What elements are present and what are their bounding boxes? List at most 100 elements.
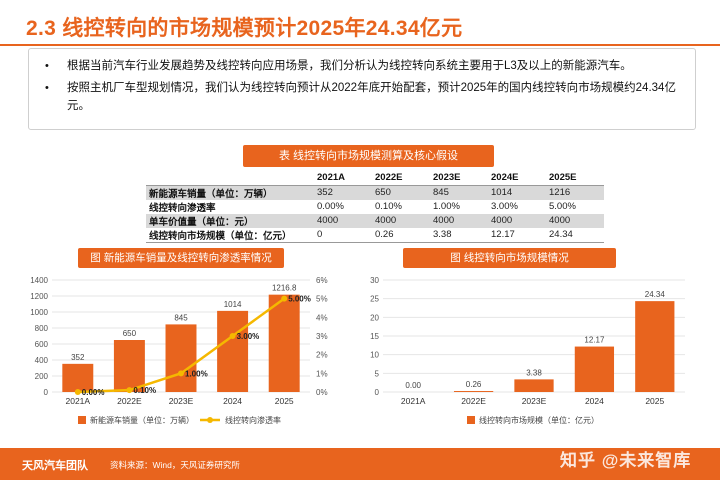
table-row-label: 单车价值量（单位：元） (146, 213, 314, 228)
y-right-tick-label: 3% (316, 332, 328, 341)
x-tick-label: 2024 (585, 396, 604, 406)
table-cell: 12.17 (488, 227, 546, 243)
bullet-item: • 根据当前汽车行业发展趋势及线控转向应用场景，我们分析认为线控转向系统主要用于… (43, 57, 681, 75)
chart-left: 0 200 400 600 800 1000 1200 1400 0% 1% 2% 3% 4% 5% 6% 3… (30, 276, 328, 425)
bar (514, 379, 554, 392)
table-cell: 4000 (488, 213, 546, 228)
line-value-label: 0.00% (82, 388, 105, 397)
x-tick-label: 2022E (461, 396, 486, 406)
bar-value-label: 1216.8 (272, 284, 297, 293)
x-tick-label: 2025 (645, 396, 664, 406)
page-title: 2.3 线控转向的市场规模预计2025年24.34亿元 (26, 17, 463, 40)
line-point (229, 333, 236, 339)
bullet-item: • 按照主机厂车型规划情况，我们认为线控转向预计从2022年底开始配套，预计20… (43, 79, 681, 115)
legend-bar-swatch (78, 416, 86, 424)
table-cell: 845 (430, 185, 488, 200)
footer-bar (0, 448, 720, 480)
bar (268, 294, 300, 392)
table-row-label: 新能源车销量（单位：万辆） (146, 185, 314, 200)
y-tick-label: 15 (370, 332, 379, 341)
y-tick-label: 10 (370, 351, 379, 360)
table-cell: 4000 (430, 213, 488, 228)
bar (165, 324, 197, 392)
y-tick-label: 0 (375, 388, 380, 397)
bar-value-label: 845 (174, 313, 188, 322)
bullet-dot-icon: • (45, 60, 49, 72)
table-col-header: 2023E (430, 171, 488, 186)
bullet-dot-icon: • (45, 82, 49, 94)
table-cell: 0.00% (317, 201, 344, 212)
line-point (126, 387, 133, 394)
table-row-label: 线控转向渗透率 (149, 202, 216, 214)
x-tick-label: 2022E (117, 396, 142, 406)
table-title: 表 线控转向市场规模测算及核心假设 (243, 145, 494, 167)
table-col-header: 2025E (546, 171, 604, 186)
y-right-tick-label: 2% (316, 351, 328, 360)
x-tick-label: 2023E (169, 396, 194, 406)
table-row: 线控转向渗透率 0.00% 0.10% 1.00% 3.00% 5.00% (146, 200, 604, 214)
bar (113, 340, 145, 392)
line-value-label: 5.00% (288, 295, 311, 304)
legend-bar-label: 线控转向市场规模（单位：亿元） (479, 415, 599, 425)
bar-value-label: 650 (123, 329, 137, 338)
x-tick-label: 2025 (275, 396, 294, 406)
y-left-tick-label: 1400 (30, 276, 48, 285)
table-cell: 24.34 (546, 227, 604, 243)
legend-bar-swatch (467, 416, 475, 424)
legend-line-point (207, 417, 213, 423)
table-cell: 1.00% (433, 201, 460, 212)
bullet-text: 根据当前汽车行业发展趋势及线控转向应用场景，我们分析认为线控转向系统主要用于L3… (67, 60, 632, 72)
table-cell: 0.26 (372, 227, 430, 243)
bar (574, 346, 615, 392)
bar (453, 391, 494, 392)
table-col-header: 2024E (488, 171, 546, 186)
chart-left-title: 图 新能源车销量及线控转向渗透率情况 (78, 248, 284, 268)
table-cell: 4000 (372, 213, 430, 228)
y-left-tick-label: 600 (35, 340, 49, 349)
chart-right-title: 图 线控转向市场规模情况 (403, 248, 616, 268)
table-cell: 0.10% (375, 201, 402, 212)
y-left-tick-label: 800 (35, 324, 49, 333)
y-tick-label: 5 (375, 369, 380, 378)
legend-line-label: 线控转向渗透率 (225, 415, 281, 425)
table-cell: 3.38 (430, 227, 488, 243)
table-cell: 1014 (488, 185, 546, 200)
line-point (281, 295, 288, 302)
table-cell: 0 (314, 227, 372, 243)
table-cell: 5.00% (549, 201, 576, 212)
title-divider (0, 44, 720, 46)
y-right-tick-label: 6% (316, 276, 328, 285)
bullet-text: 按照主机厂车型规划情况，我们认为线控转向预计从2022年底开始配套，预计2025… (67, 82, 676, 112)
line-point (74, 389, 81, 395)
table-row: 新能源车销量（单位：万辆） 352 650 845 1014 1216 (146, 185, 604, 200)
line-value-label: 1.00% (185, 369, 208, 378)
bar-value-label: 12.17 (584, 336, 605, 345)
bar-value-label: 1014 (224, 300, 242, 309)
bar-value-label: 0.26 (466, 380, 482, 389)
watermark: 知乎 @未来智库 (560, 451, 692, 470)
y-tick-label: 30 (370, 276, 379, 285)
table-row: 单车价值量（单位：元） 4000 4000 4000 4000 4000 (146, 213, 604, 228)
bullet-box: • 根据当前汽车行业发展趋势及线控转向应用场景，我们分析认为线控转向系统主要用于… (28, 48, 696, 130)
assumption-table: 2021A 2022E 2023E 2024E 2025E 新能源车销量（单位：… (146, 171, 604, 243)
y-left-tick-label: 400 (35, 356, 49, 365)
y-left-tick-label: 0 (44, 388, 49, 397)
table-cell: 4000 (314, 213, 372, 228)
bar-value-label: 3.38 (526, 368, 542, 377)
footer-source: 资料来源：Wind，天风证券研究所 (110, 460, 240, 470)
chart-right: 0510152025300.002021A0.262022E3.382023E1… (370, 276, 685, 425)
table-row-label: 线控转向市场规模（单位：亿元） (146, 227, 314, 243)
line-value-label: 3.00% (237, 332, 260, 341)
y-left-tick-label: 200 (35, 372, 49, 381)
bar-value-label: 24.34 (645, 290, 666, 299)
line-value-label: 0.10% (133, 386, 156, 395)
bar (635, 301, 675, 392)
x-tick-label: 2021A (401, 396, 426, 406)
y-tick-label: 25 (370, 295, 379, 304)
bar-value-label: 352 (71, 353, 85, 362)
line-point (178, 370, 184, 377)
y-right-tick-label: 4% (316, 313, 328, 322)
bar (62, 363, 94, 392)
y-tick-label: 20 (370, 313, 379, 322)
table-corner (146, 171, 314, 186)
